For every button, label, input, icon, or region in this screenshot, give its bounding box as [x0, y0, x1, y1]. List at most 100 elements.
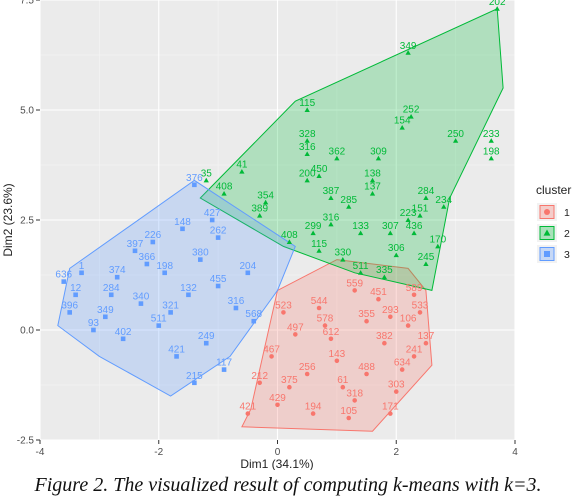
- kmeans-cluster-figure: 544 559 293 106 137 241 194 105 421 375 488 612 303 4…: [1, 0, 571, 471]
- cluster-2-point: [340, 256, 346, 262]
- point-label: 376: [186, 173, 203, 184]
- point-label: 578: [317, 314, 334, 325]
- point-label: 488: [358, 362, 375, 373]
- legend-label-2: 2: [564, 228, 570, 240]
- point-label: 634: [394, 358, 411, 369]
- cluster-2-point: [203, 177, 209, 183]
- point-label: 328: [299, 129, 316, 140]
- point-label: 154: [394, 116, 411, 127]
- point-label: 387: [323, 186, 340, 197]
- cluster-3-point: [215, 235, 221, 240]
- x-tick-label: 0: [275, 447, 281, 458]
- point-label: 455: [210, 274, 227, 285]
- point-label: 233: [483, 129, 500, 140]
- cluster-2-point: [369, 177, 376, 183]
- cluster-1-point: [411, 292, 417, 298]
- cluster-2-point: [257, 212, 263, 218]
- point-label: 204: [239, 261, 256, 272]
- point-label: 105: [340, 406, 357, 417]
- point-label: 138: [364, 168, 381, 179]
- point-label: 544: [311, 296, 328, 307]
- cluster-1-point: [411, 354, 417, 359]
- cluster-3-point: [144, 261, 150, 267]
- cluster-3-point: [162, 270, 167, 276]
- point-label: 256: [299, 362, 316, 373]
- cluster-3-point: [103, 314, 108, 320]
- cluster-3-point: [251, 318, 257, 324]
- cluster-2-point: [346, 204, 352, 209]
- point-label: 41: [236, 160, 248, 171]
- cluster-2-point: [393, 252, 399, 258]
- y-tick-label: 0.0: [20, 326, 34, 337]
- y-tick-label: 2.5: [20, 216, 34, 227]
- cluster-3-point: [67, 310, 72, 315]
- cluster-2-point: [357, 230, 364, 236]
- cluster-3-point: [138, 301, 144, 306]
- legend-label-3: 3: [564, 249, 570, 261]
- cluster-1-point: [352, 288, 357, 293]
- point-label: 234: [435, 195, 452, 206]
- cluster-3-point: [203, 340, 209, 346]
- point-label: 533: [412, 300, 429, 311]
- cluster-2-point: [417, 212, 423, 218]
- point-label: 262: [210, 226, 227, 237]
- point-label: 115: [299, 98, 315, 109]
- point-label: 330: [334, 248, 351, 259]
- point-label: 1: [79, 261, 85, 272]
- point-label: 340: [133, 292, 150, 303]
- point-label: 303: [388, 380, 405, 391]
- cluster-3-point: [233, 305, 239, 311]
- point-label: 568: [245, 309, 262, 320]
- cluster-3-point: [198, 257, 203, 262]
- cluster-3-point: [221, 367, 227, 372]
- point-label: 450: [311, 164, 328, 175]
- cluster-1-point: [364, 371, 369, 377]
- cluster-3-point: [120, 336, 126, 342]
- point-label: 198: [483, 146, 500, 157]
- cluster-3-point: [156, 323, 162, 328]
- cluster-2-point: [316, 248, 322, 253]
- point-label: 133: [352, 221, 369, 232]
- point-label: 451: [370, 287, 387, 298]
- cluster-3-point: [174, 354, 179, 359]
- cluster-2-point: [357, 270, 364, 275]
- legend-key-1-marker: [544, 209, 550, 215]
- point-label: 285: [340, 195, 357, 206]
- cluster-2-point: [304, 138, 310, 143]
- point-label: 171: [382, 402, 399, 413]
- cluster-2-point: [304, 107, 310, 112]
- point-label: 194: [305, 402, 322, 413]
- point-label: 380: [192, 248, 209, 259]
- point-label: 117: [216, 358, 232, 369]
- point-label: 511: [353, 261, 369, 272]
- point-label: 241: [406, 344, 423, 355]
- point-label: 316: [299, 142, 316, 153]
- cluster-1-point: [281, 310, 286, 315]
- point-label: 421: [239, 402, 256, 413]
- legend-key-2-marker: [543, 229, 551, 236]
- cluster-1-point: [376, 296, 381, 302]
- legend-key-3-marker: [544, 251, 550, 257]
- point-label: 307: [382, 221, 399, 232]
- point-label: 226: [144, 230, 161, 241]
- point-label: 137: [364, 182, 381, 193]
- cluster-1-point: [340, 384, 346, 390]
- cluster-2-point: [369, 190, 376, 196]
- point-label: 382: [376, 331, 393, 342]
- point-label: 35: [201, 168, 213, 179]
- point-label: 148: [174, 217, 191, 228]
- point-label: 511: [151, 314, 167, 325]
- y-tick-label: 5.0: [20, 106, 34, 117]
- point-label: 299: [305, 221, 322, 232]
- point-label: 284: [103, 283, 120, 294]
- y-tick-label: 7.5: [20, 0, 34, 7]
- cluster-2-point: [399, 124, 405, 130]
- cluster-2-point: [411, 230, 417, 236]
- point-label: 559: [346, 278, 363, 289]
- point-label: 349: [400, 41, 417, 52]
- point-label: 402: [115, 327, 132, 338]
- point-label: 389: [251, 204, 268, 215]
- point-label: 115: [311, 239, 327, 250]
- point-label: 132: [180, 283, 197, 294]
- point-label: 143: [329, 349, 346, 360]
